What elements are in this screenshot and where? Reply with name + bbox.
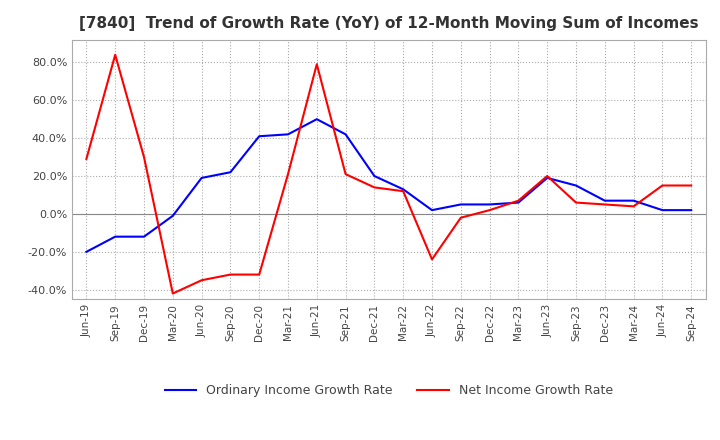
Ordinary Income Growth Rate xyxy=(543,175,552,180)
Ordinary Income Growth Rate xyxy=(255,134,264,139)
Net Income Growth Rate xyxy=(226,272,235,277)
Net Income Growth Rate xyxy=(514,198,523,203)
Ordinary Income Growth Rate xyxy=(82,249,91,254)
Net Income Growth Rate xyxy=(140,154,148,160)
Net Income Growth Rate xyxy=(312,62,321,67)
Net Income Growth Rate xyxy=(82,156,91,161)
Ordinary Income Growth Rate xyxy=(428,208,436,213)
Ordinary Income Growth Rate xyxy=(485,202,494,207)
Net Income Growth Rate xyxy=(197,278,206,283)
Line: Ordinary Income Growth Rate: Ordinary Income Growth Rate xyxy=(86,119,691,252)
Net Income Growth Rate xyxy=(284,172,292,177)
Net Income Growth Rate xyxy=(456,215,465,220)
Line: Net Income Growth Rate: Net Income Growth Rate xyxy=(86,55,691,293)
Ordinary Income Growth Rate xyxy=(456,202,465,207)
Ordinary Income Growth Rate xyxy=(111,234,120,239)
Legend: Ordinary Income Growth Rate, Net Income Growth Rate: Ordinary Income Growth Rate, Net Income … xyxy=(160,379,618,402)
Ordinary Income Growth Rate xyxy=(140,234,148,239)
Net Income Growth Rate xyxy=(572,200,580,205)
Net Income Growth Rate xyxy=(370,185,379,190)
Net Income Growth Rate xyxy=(111,52,120,57)
Net Income Growth Rate xyxy=(485,208,494,213)
Ordinary Income Growth Rate xyxy=(226,169,235,175)
Net Income Growth Rate xyxy=(629,204,638,209)
Net Income Growth Rate xyxy=(658,183,667,188)
Net Income Growth Rate xyxy=(543,173,552,179)
Ordinary Income Growth Rate xyxy=(168,213,177,219)
Ordinary Income Growth Rate xyxy=(341,132,350,137)
Ordinary Income Growth Rate xyxy=(312,117,321,122)
Net Income Growth Rate xyxy=(168,291,177,296)
Title: [7840]  Trend of Growth Rate (YoY) of 12-Month Moving Sum of Incomes: [7840] Trend of Growth Rate (YoY) of 12-… xyxy=(79,16,698,32)
Ordinary Income Growth Rate xyxy=(572,183,580,188)
Ordinary Income Growth Rate xyxy=(514,200,523,205)
Net Income Growth Rate xyxy=(255,272,264,277)
Net Income Growth Rate xyxy=(341,172,350,177)
Ordinary Income Growth Rate xyxy=(687,208,696,213)
Ordinary Income Growth Rate xyxy=(600,198,609,203)
Net Income Growth Rate xyxy=(600,202,609,207)
Ordinary Income Growth Rate xyxy=(658,208,667,213)
Ordinary Income Growth Rate xyxy=(197,175,206,180)
Ordinary Income Growth Rate xyxy=(370,173,379,179)
Net Income Growth Rate xyxy=(428,257,436,262)
Net Income Growth Rate xyxy=(687,183,696,188)
Ordinary Income Growth Rate xyxy=(399,187,408,192)
Net Income Growth Rate xyxy=(399,189,408,194)
Ordinary Income Growth Rate xyxy=(284,132,292,137)
Ordinary Income Growth Rate xyxy=(629,198,638,203)
